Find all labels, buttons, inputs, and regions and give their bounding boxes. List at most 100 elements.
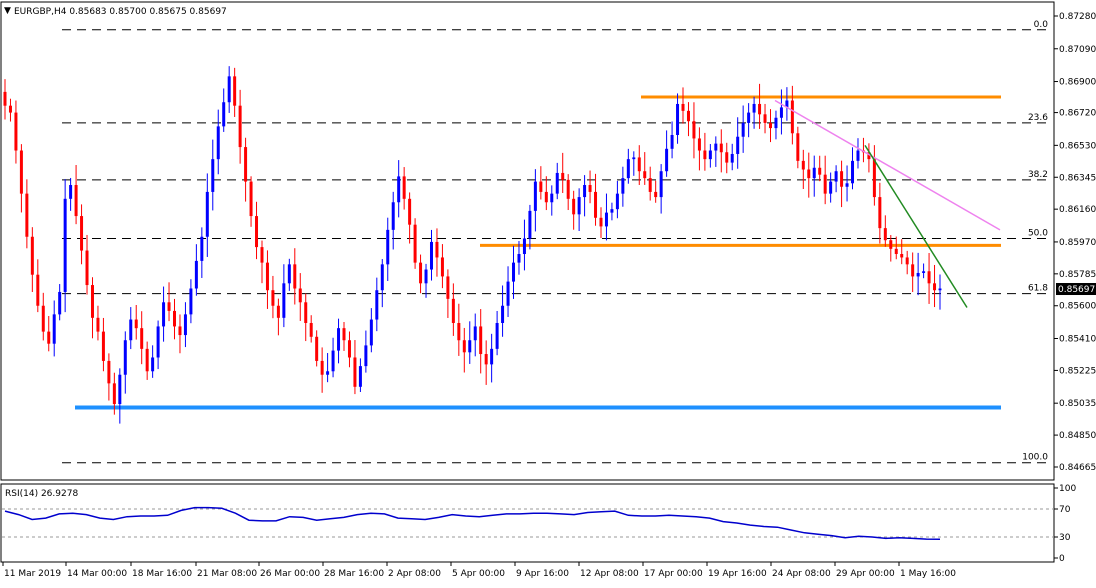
y-tick-label: 0.87280 [1059, 12, 1096, 22]
candle-body [364, 345, 368, 367]
candle-body [692, 121, 696, 139]
candle-body [533, 181, 537, 211]
time-axis: 11 Mar 2019 14 Mar 00:00 18 Mar 16:00 21 Ma… [2, 562, 956, 579]
candle-body [200, 236, 204, 261]
rsi-pane[interactable] [0, 483, 1055, 563]
candle-body [637, 157, 641, 172]
x-tick-label: 26 Mar 00:00 [260, 569, 320, 579]
candle-body [528, 210, 532, 239]
candle-body [222, 102, 226, 127]
rsi-indicator: 100 70 30 0 [2, 484, 1076, 564]
candle-body [501, 305, 505, 323]
candle-body [758, 103, 762, 115]
candle-body [375, 290, 379, 320]
candle-body [468, 340, 472, 353]
candle-body [386, 229, 390, 265]
candle-body [911, 264, 915, 277]
y-tick-label: 0.85035 [1059, 399, 1096, 409]
candle-body [495, 322, 499, 349]
last-price-tag: 0.85697 [1056, 283, 1096, 296]
candle-body [74, 185, 78, 217]
candle-body [293, 264, 297, 289]
candle-body [52, 314, 56, 344]
candle-body [326, 371, 330, 375]
x-tick-label: 19 Apr 16:00 [708, 569, 767, 579]
candle-body [670, 135, 674, 149]
x-tick-label: 24 Apr 08:00 [772, 569, 831, 579]
candle-body [205, 191, 209, 237]
candle-body [801, 160, 805, 170]
candle-body [178, 326, 182, 336]
candle-body [123, 340, 127, 375]
candle-body [167, 302, 171, 311]
candle-body [829, 181, 833, 194]
candle-body [19, 150, 23, 194]
candle-body [320, 360, 324, 375]
candle-body [260, 247, 264, 263]
candle-body [440, 257, 444, 277]
candle-body [162, 302, 166, 327]
candle-body [112, 383, 116, 405]
x-tick-label: 11 Mar 2019 [4, 569, 61, 579]
candle-body [572, 198, 576, 215]
candle-body [25, 193, 29, 237]
candle-body [648, 178, 652, 192]
x-tick-label: 18 Mar 16:00 [132, 569, 192, 579]
candle-body [561, 172, 565, 180]
candle-body [851, 160, 855, 184]
candle-body [315, 336, 319, 361]
candle-body [249, 181, 253, 217]
x-tick-label: 14 Mar 00:00 [67, 569, 127, 579]
candle-body [36, 274, 40, 306]
candle-body [347, 340, 351, 358]
trend-lines [774, 99, 1001, 308]
x-tick-label: 28 Mar 16:00 [324, 569, 384, 579]
y-tick-label: 0.86160 [1059, 205, 1096, 215]
svg-text:0.85697: 0.85697 [1058, 285, 1095, 295]
candle-body [80, 216, 84, 251]
candle-body [927, 271, 931, 284]
y-tick-label: 0.85785 [1059, 270, 1096, 280]
symbol-ohlc-header: EURGBP,H4 0.85683 0.85700 0.85675 0.8569… [14, 7, 227, 17]
dropdown-arrow-icon[interactable]: ▼ [4, 6, 11, 16]
candle-body [446, 276, 450, 299]
fib-level-label: 50.0 [1028, 228, 1048, 238]
y-tick-label: 0.85410 [1059, 335, 1096, 345]
candle-body [922, 271, 926, 273]
fib-level-label: 23.6 [1028, 113, 1048, 123]
candle-body [506, 281, 510, 306]
candle-body [714, 143, 718, 151]
candle-body [271, 290, 275, 306]
candle-body [796, 133, 800, 161]
candle-body [916, 272, 920, 277]
candle-body [768, 122, 772, 129]
candle-body [883, 228, 887, 241]
candle-body [451, 298, 455, 323]
candle-body [276, 305, 280, 318]
candle-body [703, 150, 707, 160]
candle-body [30, 236, 34, 275]
candle-body [834, 171, 838, 182]
candle-body [790, 100, 794, 134]
candle-body [331, 350, 335, 372]
x-tick-label: 1 May 16:00 [900, 569, 956, 579]
candle-body [676, 103, 680, 136]
x-tick-label: 29 Apr 00:00 [836, 569, 895, 579]
candle-body [380, 264, 384, 291]
candle-body [615, 193, 619, 210]
candle-body [462, 340, 466, 353]
candle-body [736, 136, 740, 154]
y-tick-label: 0.86530 [1059, 141, 1096, 151]
price-pane[interactable] [0, 1, 1055, 481]
candle-body [659, 171, 663, 198]
y-tick-label: 0.85225 [1059, 366, 1096, 376]
candle-body [227, 76, 231, 103]
candle-body [304, 302, 308, 323]
candle-body [63, 198, 67, 292]
x-tick-label: 21 Mar 08:00 [197, 569, 257, 579]
y-tick-label: 0.86900 [1059, 78, 1096, 88]
candle-body [747, 112, 751, 123]
candle-body [358, 366, 362, 387]
